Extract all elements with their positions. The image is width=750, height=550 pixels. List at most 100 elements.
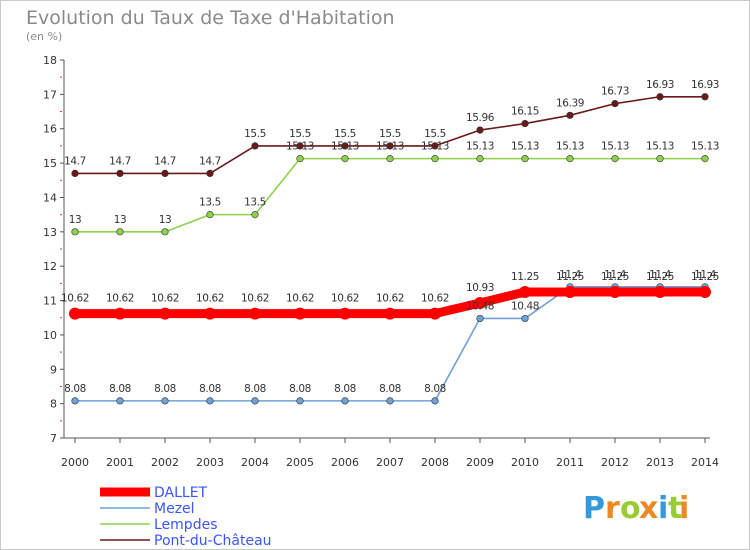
point-lempdes xyxy=(386,155,394,163)
data-label-pont-du-ch-teau: 16.15 xyxy=(511,106,539,118)
point-dallet xyxy=(204,307,216,320)
point-lempdes xyxy=(566,155,574,163)
x-tick-label: 2013 xyxy=(646,456,674,469)
data-label-pont-du-ch-teau: 16.93 xyxy=(691,79,719,91)
data-label-dallet: 11.25 xyxy=(556,271,584,283)
point-dallet xyxy=(654,285,666,298)
point-mezel xyxy=(521,314,529,323)
y-tick-label: 17 xyxy=(43,88,57,101)
legend-label-lempdes: Lempdes xyxy=(154,517,218,533)
data-label-lempdes: 13 xyxy=(69,214,82,226)
point-mezel xyxy=(476,314,484,323)
data-label-pont-du-ch-teau: 15.5 xyxy=(379,128,401,140)
data-label-mezel: 8.08 xyxy=(379,383,401,395)
point-pont-du-ch-teau xyxy=(431,142,439,150)
data-label-pont-du-ch-teau: 14.7 xyxy=(199,155,221,167)
logo-letter: r xyxy=(605,491,620,526)
logo-letter: o xyxy=(620,491,641,526)
point-pont-du-ch-teau xyxy=(656,93,664,101)
data-label-pont-du-ch-teau: 16.73 xyxy=(601,86,629,98)
point-dallet xyxy=(609,285,621,298)
point-lempdes xyxy=(206,211,214,219)
data-label-mezel: 8.08 xyxy=(334,383,356,395)
logo-letter: i xyxy=(679,491,689,526)
point-dallet xyxy=(564,285,576,298)
data-label-dallet: 10.62 xyxy=(241,293,269,305)
data-label-lempdes: 15.13 xyxy=(466,141,494,153)
logo-letter: t xyxy=(668,491,682,526)
point-mezel xyxy=(206,397,214,405)
data-label-dallet: 10.62 xyxy=(421,293,449,305)
data-label-lempdes: 15.13 xyxy=(421,141,449,153)
data-label-pont-du-ch-teau: 14.7 xyxy=(109,155,131,167)
point-lempdes xyxy=(296,155,304,163)
data-label-lempdes: 15.13 xyxy=(376,141,404,153)
point-lempdes xyxy=(476,155,484,163)
data-label-mezel: 11.4 xyxy=(694,269,716,281)
point-pont-du-ch-teau xyxy=(566,111,574,119)
point-lempdes xyxy=(341,155,349,163)
data-label-dallet: 10.62 xyxy=(196,293,224,305)
point-pont-du-ch-teau xyxy=(701,93,709,101)
x-tick-label: 2002 xyxy=(151,456,179,469)
data-label-mezel: 11.4 xyxy=(604,269,626,281)
point-mezel xyxy=(251,397,259,405)
point-dallet xyxy=(339,307,351,320)
y-tick-label: 8 xyxy=(50,398,57,411)
y-tick-label: 18 xyxy=(43,54,57,67)
point-lempdes xyxy=(656,155,664,163)
data-label-mezel: 8.08 xyxy=(289,383,311,395)
x-tick-label: 2003 xyxy=(196,456,224,469)
point-pont-du-ch-teau xyxy=(251,142,259,150)
data-label-dallet: 10.62 xyxy=(106,293,134,305)
data-label-pont-du-ch-teau: 15.5 xyxy=(334,128,356,140)
data-label-pont-du-ch-teau: 16.93 xyxy=(646,79,674,91)
data-label-lempdes: 15.13 xyxy=(511,141,539,153)
data-label-dallet: 11.25 xyxy=(601,271,629,283)
data-label-mezel: 11.4 xyxy=(559,269,581,281)
logo-letter: x xyxy=(639,491,658,526)
data-label-pont-du-ch-teau: 15.5 xyxy=(244,128,266,140)
x-tick-label: 2005 xyxy=(286,456,314,469)
data-label-dallet: 10.62 xyxy=(331,293,359,305)
point-mezel xyxy=(116,397,124,405)
y-tick-label: 7 xyxy=(50,432,57,445)
x-tick-label: 2001 xyxy=(106,456,134,469)
data-label-pont-du-ch-teau: 15.5 xyxy=(289,128,311,140)
data-label-pont-du-ch-teau: 15.5 xyxy=(424,128,446,140)
y-tick-label: 13 xyxy=(43,226,57,239)
data-label-lempdes: 15.13 xyxy=(646,141,674,153)
point-pont-du-ch-teau xyxy=(71,169,79,177)
data-label-mezel: 8.08 xyxy=(244,383,266,395)
data-label-lempdes: 13 xyxy=(159,214,172,226)
data-label-mezel: 8.08 xyxy=(154,383,176,395)
data-label-mezel: 8.08 xyxy=(424,383,446,395)
point-dallet xyxy=(294,307,306,320)
point-mezel xyxy=(161,397,169,405)
point-pont-du-ch-teau xyxy=(341,142,349,150)
x-tick-label: 2010 xyxy=(511,456,539,469)
y-tick-label: 9 xyxy=(50,363,57,376)
x-tick-label: 2006 xyxy=(331,456,359,469)
point-lempdes xyxy=(116,228,124,236)
data-label-lempdes: 15.13 xyxy=(556,141,584,153)
data-label-lempdes: 13 xyxy=(114,214,127,226)
chart-title: Evolution du Taux de Taxe d'Habitation xyxy=(26,7,395,29)
x-tick-label: 2004 xyxy=(241,456,269,469)
y-tick-label: 15 xyxy=(43,157,57,170)
y-tick-label: 11 xyxy=(43,295,57,308)
point-pont-du-ch-teau xyxy=(161,169,169,177)
data-label-dallet: 10.62 xyxy=(151,293,179,305)
point-dallet xyxy=(699,285,711,298)
data-labels: 14.7 14.7 14.7 14.7 15.5 15.5 15.5 15.5 15.5 15.9… xyxy=(61,79,719,395)
data-label-dallet: 11.25 xyxy=(691,271,719,283)
data-label-pont-du-ch-teau: 14.7 xyxy=(154,155,176,167)
point-lempdes xyxy=(161,228,169,236)
data-label-dallet: 10.62 xyxy=(376,293,404,305)
point-mezel xyxy=(341,397,349,405)
y-tick-label: 12 xyxy=(43,260,57,273)
data-label-mezel: 10.48 xyxy=(511,300,539,312)
axes: 7 8 9 10 11 12 13 14 15 16 17 18 2000 2001 2002 2003 200… xyxy=(43,54,719,469)
